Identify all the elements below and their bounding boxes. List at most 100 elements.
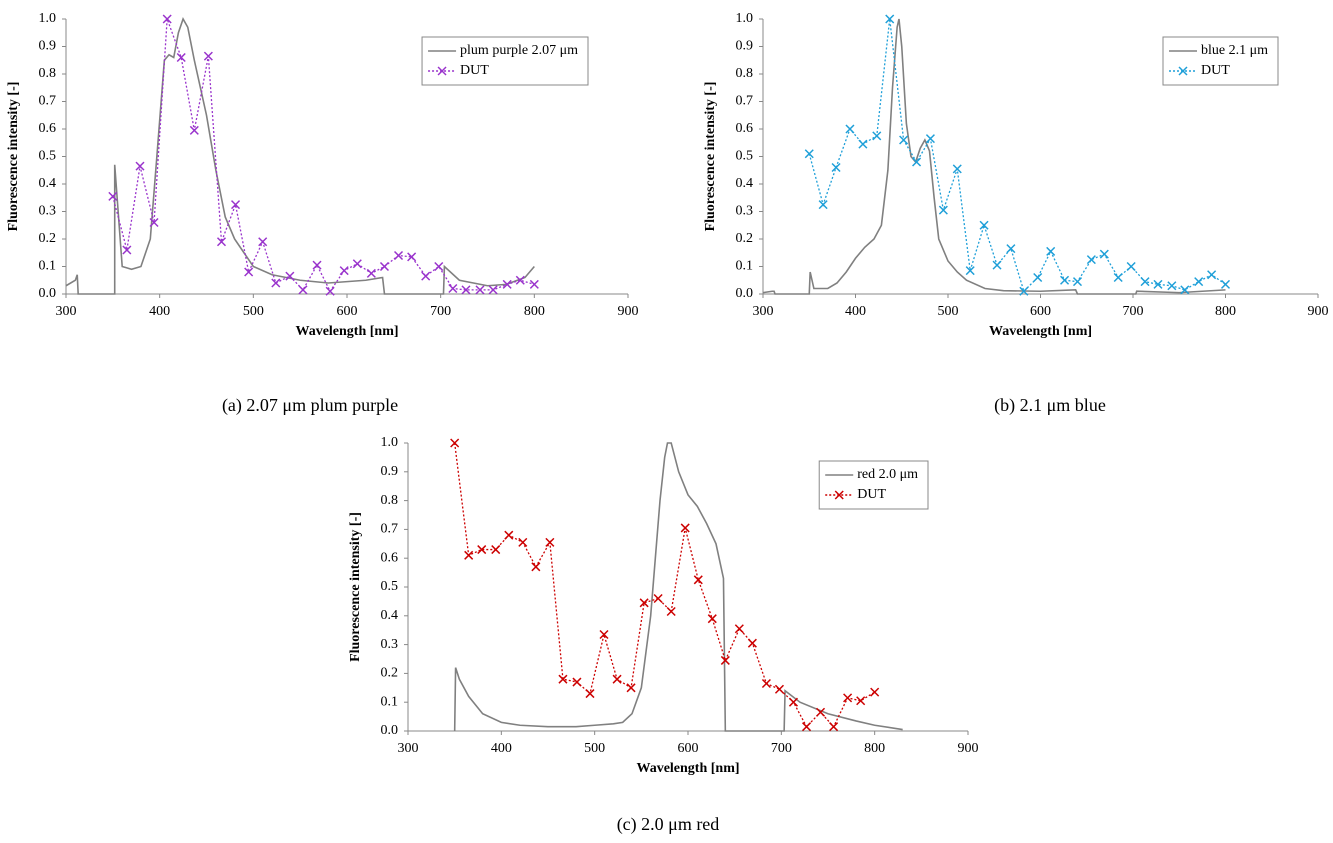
chart: 0.0 0.1 0.2 0.3 0.4 0.5 0.6 0.7 0.8 0.9 1.0 300 400 5…: [6, 11, 638, 416]
marker-stroke: [831, 162, 841, 173]
marker-stroke: [491, 545, 501, 555]
marker-stroke: [231, 200, 241, 210]
y-tick-label: 0.1: [39, 259, 57, 274]
marker-stroke: [816, 707, 826, 717]
marker-stroke: [707, 614, 717, 624]
y-tick-label: 0.0: [736, 286, 754, 301]
series-line: [453, 442, 903, 732]
x-marker: [135, 161, 145, 171]
x-marker: [599, 629, 609, 640]
legend-label: plum purple 2.07 μm: [460, 43, 578, 58]
series-line: [808, 18, 1226, 293]
x-marker: [788, 697, 798, 707]
marker-stroke: [1033, 272, 1043, 283]
marker-stroke: [1178, 66, 1188, 76]
marker-stroke: [885, 14, 895, 24]
marker-stroke: [599, 629, 609, 640]
legend-box: [1162, 36, 1279, 86]
x-marker: [843, 693, 853, 703]
y-tick-label: 0.9: [381, 464, 399, 479]
marker-stroke: [504, 530, 514, 540]
marker-stroke: [734, 624, 744, 634]
marker-stroke: [912, 157, 922, 167]
marker-stroke: [149, 217, 159, 228]
x-marker: [464, 550, 474, 560]
series-line: [112, 18, 535, 293]
x-marker: [572, 677, 582, 687]
x-marker: [475, 285, 485, 295]
x-marker: [818, 200, 828, 210]
x-axis-label: Wavelength [nm]: [295, 324, 398, 339]
marker-stroke: [366, 268, 376, 278]
marker-stroke: [872, 131, 882, 141]
x-marker: [1099, 249, 1109, 259]
x-marker: [176, 52, 186, 63]
y-tick-label: 1.0: [736, 11, 754, 26]
marker-stroke: [488, 285, 498, 295]
x-tick-label: 800: [864, 741, 885, 756]
y-tick-label: 0.6: [39, 121, 57, 136]
x-marker: [845, 124, 855, 134]
x-marker: [437, 66, 447, 76]
y-tick-label: 0.0: [39, 286, 57, 301]
x-marker: [448, 283, 458, 294]
marker-stroke: [379, 261, 389, 272]
x-marker: [1060, 275, 1070, 285]
x-marker: [531, 562, 541, 572]
chart: 0.0 0.1 0.2 0.3 0.4 0.5 0.6 0.7 0.8 0.9 1.0 300 400 5…: [348, 435, 978, 835]
x-marker: [477, 545, 487, 555]
x-marker: [816, 707, 826, 717]
marker-stroke: [612, 674, 622, 684]
marker-stroke: [804, 149, 814, 159]
marker-stroke: [1126, 261, 1136, 272]
x-marker: [612, 674, 622, 684]
marker-stroke: [437, 66, 447, 76]
caption: (a) 2.07 μm plum purple: [222, 395, 398, 416]
x-tick-label: 900: [618, 304, 639, 319]
x-marker: [244, 267, 254, 277]
legend-label: DUT: [460, 63, 489, 78]
x-marker: [979, 220, 989, 230]
x-marker: [491, 545, 501, 555]
y-tick-label: 0.8: [39, 66, 57, 81]
y-tick-label: 0.0: [381, 723, 399, 738]
x-marker: [231, 200, 241, 210]
x-marker: [680, 523, 690, 533]
x-tick-label: 400: [149, 304, 170, 319]
marker-stroke: [475, 285, 485, 295]
chart: 0.0 0.1 0.2 0.3 0.4 0.5 0.6 0.7 0.8 0.9 1.0 300 400 5…: [703, 11, 1328, 416]
y-tick-label: 0.5: [39, 149, 57, 164]
marker-stroke: [843, 693, 853, 703]
marker-stroke: [802, 722, 812, 732]
x-marker: [1167, 281, 1177, 291]
marker-stroke: [108, 191, 118, 201]
marker-stroke: [502, 279, 512, 289]
marker-stroke: [518, 537, 528, 547]
x-marker: [379, 261, 389, 272]
x-marker: [693, 575, 703, 585]
x-marker: [285, 271, 295, 281]
series-line: [454, 442, 876, 728]
marker-stroke: [626, 683, 636, 693]
x-marker: [312, 260, 322, 270]
marker-stroke: [558, 674, 568, 684]
x-marker: [1046, 246, 1056, 256]
series-line: [65, 17, 535, 295]
x-marker: [298, 285, 308, 295]
marker-stroke: [639, 598, 649, 608]
x-marker: [707, 614, 717, 624]
marker-stroke: [1072, 277, 1083, 287]
marker-stroke: [393, 250, 404, 261]
y-tick-label: 1.0: [381, 435, 399, 450]
x-marker: [734, 624, 744, 634]
x-marker: [653, 593, 663, 604]
x-marker: [899, 135, 909, 145]
marker-stroke: [1140, 277, 1150, 287]
x-marker: [938, 205, 948, 215]
y-tick-label: 0.2: [39, 231, 57, 246]
x-marker: [925, 134, 935, 144]
x-marker: [870, 687, 880, 697]
x-marker: [258, 237, 268, 247]
x-marker: [203, 51, 213, 61]
y-tick-label: 0.4: [736, 176, 754, 191]
